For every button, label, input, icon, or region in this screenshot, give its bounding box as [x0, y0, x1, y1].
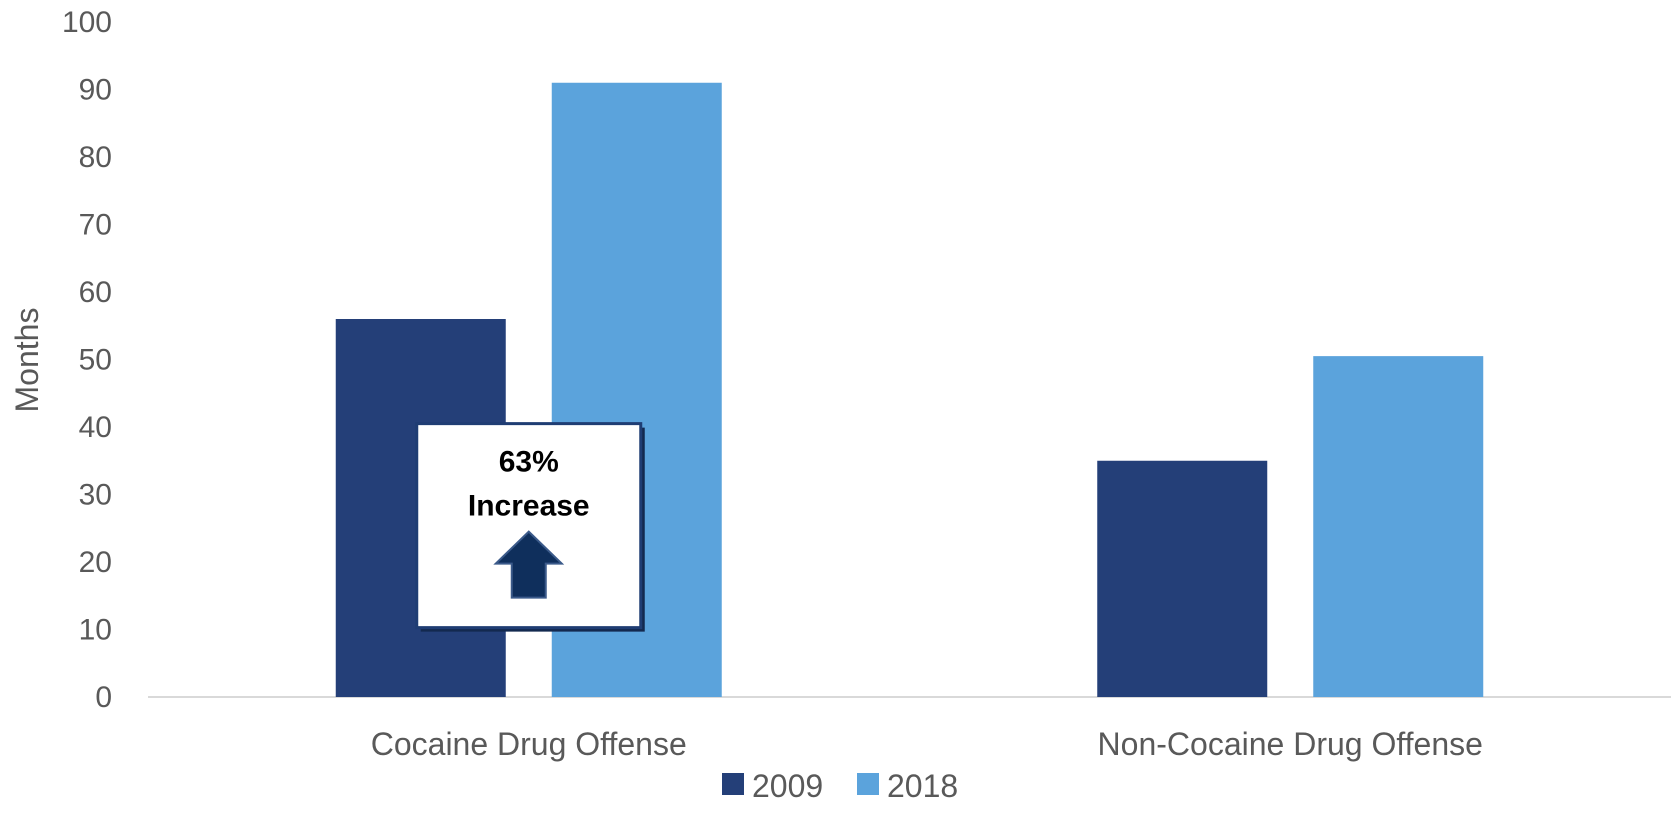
y-tick-label: 40	[79, 411, 112, 444]
y-tick-label: 90	[79, 74, 112, 107]
y-tick-label: 20	[79, 546, 112, 579]
legend-label-2018: 2018	[887, 768, 958, 804]
y-tick-label: 30	[79, 479, 112, 512]
y-tick-label: 0	[95, 681, 112, 714]
x-category-label: Non-Cocaine Drug Offense	[1098, 726, 1483, 762]
legend-swatch-2009	[722, 773, 744, 795]
callout-text-line: 63%	[499, 446, 559, 479]
y-tick-label: 70	[79, 209, 112, 242]
y-axis-title: Months	[9, 308, 45, 413]
y-tick-label: 80	[79, 141, 112, 174]
y-tick-label: 60	[79, 276, 112, 309]
y-axis-ticks: 0 10 20 30 40 50 60 70 80 90 100	[62, 6, 112, 714]
legend-swatch-2018	[857, 773, 879, 795]
x-category-label: Cocaine Drug Offense	[371, 726, 687, 762]
bars-group	[335, 82, 1484, 697]
legend: 2009 2018	[722, 768, 958, 804]
bar-2009-2	[1097, 460, 1268, 697]
callout-text-line: Increase	[468, 490, 590, 523]
y-tick-label: 100	[62, 6, 112, 39]
y-tick-label: 10	[79, 614, 112, 647]
bar-2018-2	[1313, 356, 1484, 697]
up-arrow-icon	[493, 530, 565, 599]
y-tick-label: 50	[79, 344, 112, 377]
annotation-callout: 63% Increase	[415, 422, 645, 632]
legend-label-2009: 2009	[752, 768, 823, 804]
category-labels: Cocaine Drug Offense Non-Cocaine Drug Off…	[371, 726, 1483, 762]
